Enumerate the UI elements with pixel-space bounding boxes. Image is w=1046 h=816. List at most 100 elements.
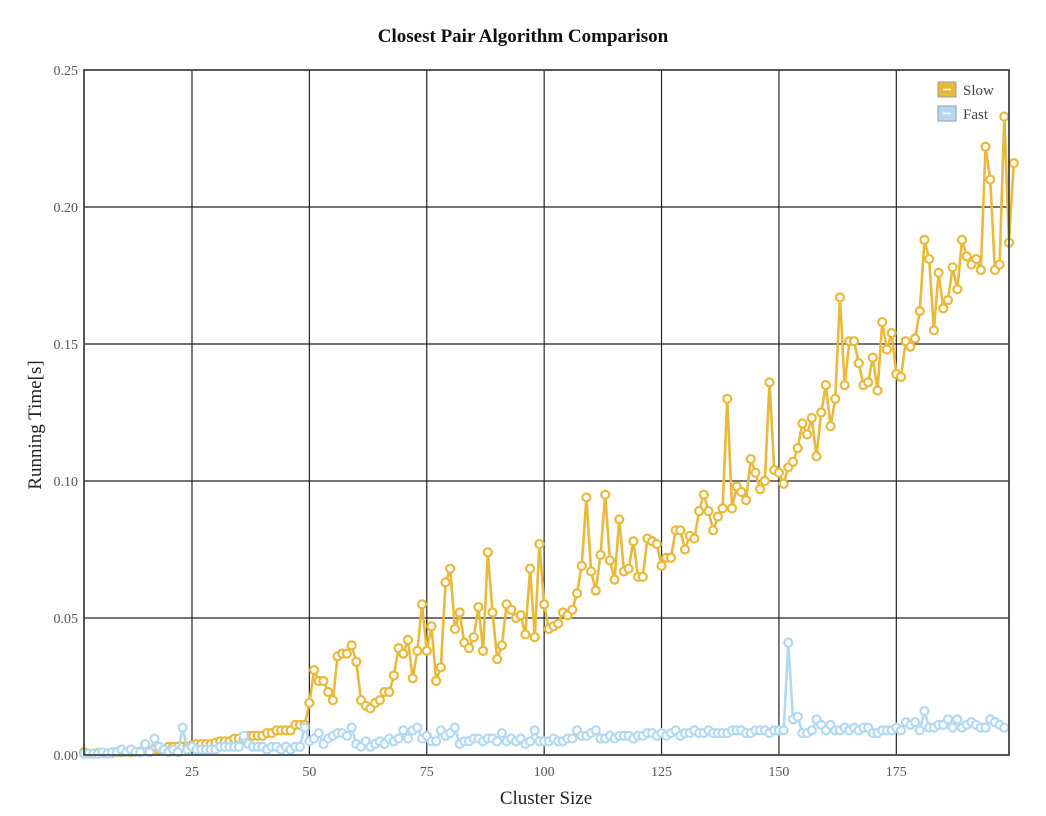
data-point	[740, 495, 752, 506]
data-point	[952, 284, 963, 295]
data-point	[651, 538, 662, 550]
data-point	[628, 536, 639, 547]
legend: Slow Fast	[937, 81, 994, 123]
y-tick-label: 0.15	[54, 338, 79, 353]
data-point	[848, 336, 860, 347]
data-point	[806, 725, 817, 736]
data-point	[867, 352, 878, 363]
data-point	[872, 385, 883, 396]
data-point	[1008, 158, 1019, 169]
data-point	[947, 262, 958, 273]
data-point	[736, 486, 747, 498]
data-point	[980, 141, 991, 152]
data-point	[698, 489, 709, 500]
data-point	[496, 640, 507, 651]
data-point	[149, 733, 160, 744]
data-point	[539, 599, 550, 610]
data-point	[454, 607, 465, 618]
data-point	[933, 267, 944, 278]
data-point	[797, 418, 808, 429]
data-point	[431, 736, 442, 747]
data-point	[177, 722, 188, 733]
data-point	[407, 673, 418, 684]
data-point	[341, 648, 353, 659]
data-point	[961, 251, 972, 262]
data-point	[806, 412, 817, 424]
data-point	[764, 377, 775, 388]
y-axis-label: Running Time[s]	[25, 360, 46, 489]
data-point	[919, 234, 930, 245]
data-point	[801, 429, 813, 440]
data-point	[524, 736, 536, 747]
data-point	[468, 632, 479, 643]
data-point	[412, 722, 423, 733]
data-point	[942, 295, 954, 306]
y-tick-label: 0.05	[54, 612, 79, 627]
data-point	[745, 453, 756, 465]
data-point	[449, 623, 461, 635]
data-point	[614, 514, 625, 525]
data-point	[942, 714, 954, 725]
data-point	[323, 686, 334, 698]
data-point	[909, 717, 921, 728]
data-point	[473, 601, 484, 613]
data-point	[924, 253, 935, 265]
x-tick-label: 50	[302, 765, 316, 780]
data-point	[665, 552, 677, 563]
data-point	[938, 303, 949, 314]
data-point	[759, 475, 770, 487]
data-point	[675, 525, 686, 536]
data-point	[534, 538, 545, 550]
data-point	[402, 634, 414, 646]
legend-item-slow: Slow	[937, 81, 994, 99]
data-point	[820, 380, 831, 391]
chart-title: Closest Pair Algorithm Comparison	[378, 26, 669, 47]
data-point	[590, 725, 601, 736]
data-point	[708, 525, 719, 536]
y-tick-label: 0.20	[54, 201, 79, 216]
data-point	[567, 733, 578, 744]
data-point	[834, 292, 846, 303]
data-point	[388, 670, 399, 681]
data-point	[529, 632, 540, 643]
data-point	[773, 467, 785, 478]
data-point	[520, 629, 531, 640]
data-point	[750, 467, 761, 478]
data-point	[999, 111, 1010, 122]
data-point	[656, 560, 667, 572]
data-point	[139, 738, 151, 750]
data-point	[384, 686, 395, 698]
data-point	[914, 306, 925, 317]
data-point	[816, 407, 827, 418]
x-tick-label: 100	[534, 765, 555, 780]
data-point	[830, 393, 841, 404]
data-point	[567, 604, 578, 615]
data-point	[783, 637, 794, 648]
data-point	[722, 393, 733, 404]
data-point	[726, 503, 738, 514]
data-point	[623, 563, 634, 574]
data-point	[412, 645, 423, 656]
plot-frame	[83, 69, 1010, 756]
data-point	[595, 549, 606, 561]
data-point	[421, 645, 432, 656]
data-point	[506, 604, 517, 615]
data-point	[877, 316, 888, 328]
data-point	[393, 733, 404, 744]
data-point	[398, 648, 409, 659]
data-point	[440, 577, 451, 588]
x-tick-label: 175	[886, 765, 907, 780]
data-point	[402, 733, 414, 744]
data-point	[947, 722, 958, 733]
data-point	[975, 264, 986, 276]
data-point	[346, 640, 357, 651]
data-point	[341, 730, 353, 741]
data-point	[712, 511, 723, 522]
data-point	[571, 588, 583, 599]
data-point	[999, 722, 1010, 733]
data-point	[308, 664, 320, 676]
legend-item-fast: Fast	[937, 105, 989, 123]
data-point	[299, 722, 310, 733]
data-point	[233, 741, 245, 752]
data-point	[482, 547, 493, 558]
